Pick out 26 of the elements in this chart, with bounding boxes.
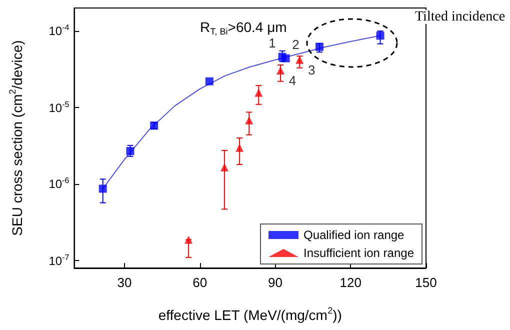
annotation: Tilted incidence: [415, 10, 506, 24]
annotation: 4: [288, 72, 296, 88]
x-tick-label: 30: [117, 275, 132, 290]
x-tick-label: 60: [192, 275, 208, 290]
y-tick-label: 10$^{-5}$: [48, 100, 70, 116]
x-tick-label: 150: [415, 275, 437, 290]
point: [254, 88, 263, 97]
x-tick-label: 120: [340, 275, 362, 290]
point: [236, 144, 244, 152]
annotation: 2: [292, 36, 300, 52]
x-tick-label: 90: [268, 275, 282, 290]
point: [205, 77, 214, 86]
legend-label: Insufficient ion range: [303, 246, 414, 260]
y-tick-label: 10$^{-7}$: [48, 252, 70, 269]
point: [220, 163, 228, 172]
annotation: 1: [268, 35, 276, 50]
point: [126, 147, 134, 156]
point: [98, 184, 107, 193]
point: [315, 42, 324, 51]
point: [245, 116, 254, 124]
y-axis-title: SEU cross section (cm2/device): [8, 40, 26, 236]
annotation: 3: [308, 62, 316, 78]
legend-label: Qualified ion range: [303, 228, 405, 242]
y-tick-label: 10$^{-6}$: [48, 176, 70, 192]
y-tick-label: 10$^{-4}$: [48, 23, 70, 40]
point: [282, 54, 290, 62]
